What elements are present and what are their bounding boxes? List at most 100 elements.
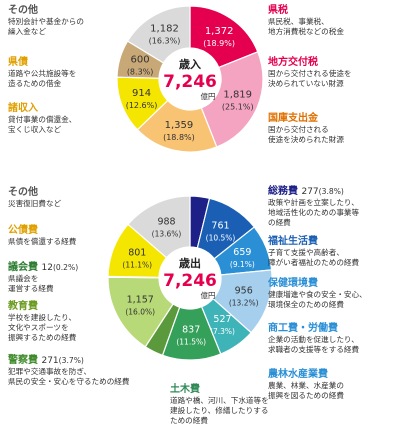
category-desc: 健康増進や食の安全・安心、 環境保全のための経費 [268, 290, 367, 309]
expenditure-label-welfare: 福祉生活費 子育て支援や高齢者、 障がい者福祉のための経費 [268, 236, 396, 268]
revenue-label-national-treasury: 国庫支出金 国から交付される 使途を決められた財源 [268, 113, 388, 145]
category-desc: 災害復旧費など [8, 199, 62, 208]
category-desc: 子育て支援や高齢者、 障がい者福祉のための経費 [268, 248, 360, 267]
category-name: 保健環境費 [268, 278, 318, 289]
expenditure-percent-label-public_debt: (11.1%) [122, 261, 152, 270]
category-desc: 農業、林業、水産業の 振興を図るための経費 [268, 381, 344, 400]
revenue-label-misc-income: 諸収入 貸付事業の償還金、 宝くじ収入など [8, 103, 128, 135]
revenue-percent-label-local_allocation_tax: (25.1%) [222, 103, 254, 112]
revenue-value-label-other: 1,182 [150, 24, 179, 35]
category-name: その他 [8, 5, 38, 16]
category-desc: 政策や計画を立案したり、 地域活性化のための事業等 の経費 [268, 198, 360, 227]
category-desc: 道路や公共施設等を 造るための借金 [8, 69, 77, 88]
revenue-percent-label-other: (16.3%) [149, 37, 181, 46]
revenue-center-title: 歳入 [179, 57, 201, 71]
expenditure-label-health-environment: 保健環境費 健康増進や食の安全・安心、 環境保全のための経費 [268, 278, 396, 310]
expenditure-value-label-education: 1,157 [127, 295, 154, 306]
category-amount: 12 [41, 263, 53, 273]
revenue-label-other: その他 特別会計や基金からの 繰入金など [8, 5, 128, 37]
expenditure-label-education: 教育費 学校を建設したり、 文化やスポーツを 振興するための経費 [8, 301, 128, 343]
revenue-center-unit: 億円 [201, 91, 216, 101]
expenditure-value-label-public_debt: 801 [128, 248, 146, 259]
revenue-slice-local_allocation_tax [200, 51, 264, 148]
expenditure-value-label-public_works: 837 [182, 324, 200, 335]
revenue-center-total: 7,246 [163, 72, 217, 92]
revenue-value-label-prefectural_tax: 1,372 [205, 26, 234, 37]
expenditure-label-general-affairs: 総務費 277(3.8%) 政策や計画を立案したり、 地域活性化のための事業等 … [268, 186, 396, 228]
revenue-label-prefectural-bonds: 県債 道路や公共施設等を 造るための借金 [8, 57, 128, 89]
category-desc: 国から交付される使途を 決められていない財源 [268, 69, 352, 88]
revenue-value-label-prefectural_bonds: 600 [131, 54, 150, 65]
category-name: 地方交付税 [268, 57, 318, 68]
expenditure-label-assembly: 議会費 12(0.2%) 県議会を 運営する経費 [8, 262, 128, 294]
category-name: 公債費 [8, 225, 38, 236]
category-name: 農林水産業費 [268, 369, 328, 380]
revenue-slice-prefectural_tax [189, 5, 259, 69]
revenue-percent-label-prefectural_tax: (18.9%) [203, 39, 235, 48]
category-desc: 特別会計や基金からの 繰入金など [8, 17, 84, 36]
expenditure-label-public-debt: 公債費 県債を償還する経費 [8, 225, 128, 247]
category-heading: 警察費 271(3.7%) [8, 355, 173, 367]
category-desc: 企業の活動を促進したり、 求職者の支援等をする経費 [268, 335, 360, 354]
expenditure-percent-label-health_environment: (9.1%) [230, 260, 255, 269]
revenue-value-label-national_treasury: 1,359 [165, 120, 194, 131]
category-desc: 貸付事業の償還金、 宝くじ収入など [8, 115, 77, 134]
category-name: 警察費 [8, 355, 38, 366]
expenditure-center-title: 歳出 [179, 256, 201, 270]
category-name: 県債 [8, 57, 28, 68]
category-desc: 学校を建設したり、 文化やスポーツを 振興するための経費 [8, 313, 77, 342]
expenditure-center-disc [160, 248, 220, 308]
revenue-center-disc [160, 49, 220, 109]
expenditure-label-other: その他 災害復旧費など [8, 187, 128, 209]
category-name: その他 [8, 187, 38, 198]
category-name: 諸収入 [8, 103, 38, 114]
category-percent: (3.7%) [58, 356, 84, 365]
revenue-percent-label-misc_income: (12.6%) [126, 101, 158, 110]
category-desc: 犯罪や交通事故を防ぎ、 県民の安全・安心を守るための経費 [8, 367, 130, 386]
expenditure-percent-label-commerce_labor: (13.2%) [229, 299, 259, 308]
expenditure-label-police: 警察費 271(3.7%) 犯罪や交通事故を防ぎ、 県民の安全・安心を守るための… [8, 355, 173, 387]
expenditure-center-total: 7,246 [163, 271, 217, 291]
expenditure-percent-label-public_works: (11.5%) [176, 337, 206, 346]
category-desc: 道路や橋、河川、下水道等を 建設したり、修繕したりする ための経費 [170, 396, 269, 425]
revenue-percent-label-national_treasury: (18.8%) [163, 133, 195, 142]
category-desc: 国から交付される 使途を決められた財源 [268, 125, 344, 144]
expenditure-center-unit: 億円 [201, 290, 216, 300]
revenue-label-local-allocation-tax: 地方交付税 国から交付される使途を 決められていない財源 [268, 57, 388, 89]
category-amount: 277 [301, 187, 319, 197]
revenue-value-label-misc_income: 914 [132, 88, 151, 99]
expenditure-value-label-health_environment: 659 [233, 247, 251, 258]
expenditure-value-label-agriculture: 527 [213, 314, 231, 325]
expenditure-percent-label-welfare: (10.5%) [206, 233, 236, 242]
revenue-slice-other [126, 5, 191, 64]
category-name: 福祉生活費 [268, 236, 318, 247]
expenditure-percent-label-agriculture: (7.3%) [210, 327, 235, 336]
category-percent: (3.8%) [318, 187, 344, 196]
expenditure-label-commerce-labor: 商工費・労働費 企業の活動を促進したり、 求職者の支援等をする経費 [268, 323, 396, 355]
revenue-percent-label-prefectural_bonds: (8.3%) [127, 67, 154, 76]
category-amount: 271 [41, 356, 59, 366]
category-heading: 議会費 12(0.2%) [8, 262, 128, 274]
category-name: 土木費 [170, 384, 200, 395]
expenditure-value-label-commerce_labor: 956 [235, 286, 253, 297]
category-heading: 総務費 277(3.8%) [268, 186, 396, 198]
expenditure-value-label-welfare: 761 [211, 220, 229, 231]
category-percent: (0.2%) [52, 263, 79, 272]
expenditure-label-agriculture: 農林水産業費 農業、林業、水産業の 振興を図るための経費 [268, 369, 396, 401]
revenue-value-label-local_allocation_tax: 1,819 [223, 90, 252, 101]
category-desc: 県議会を 運営する経費 [8, 274, 54, 293]
revenue-label-prefectural-tax: 県税 県民税、事業税、 地方消費税などの税金 [268, 5, 388, 37]
category-desc: 県債を償還する経費 [8, 237, 77, 246]
category-desc: 県民税、事業税、 地方消費税などの税金 [268, 17, 344, 36]
category-name: 教育費 [8, 301, 38, 312]
revenue-slice-national_treasury [136, 99, 218, 153]
category-name: 国庫支出金 [268, 113, 318, 124]
category-name: 県税 [268, 5, 288, 16]
expenditure-percent-label-education: (16.0%) [125, 308, 155, 317]
category-name: 総務費 [268, 186, 298, 197]
category-name: 商工費・労働費 [268, 323, 338, 334]
category-name: 議会費 [8, 262, 38, 273]
expenditure-label-public-works: 土木費 道路や橋、河川、下水道等を 建設したり、修繕したりする ための経費 [170, 384, 310, 426]
expenditure-value-label-other: 988 [157, 217, 175, 228]
